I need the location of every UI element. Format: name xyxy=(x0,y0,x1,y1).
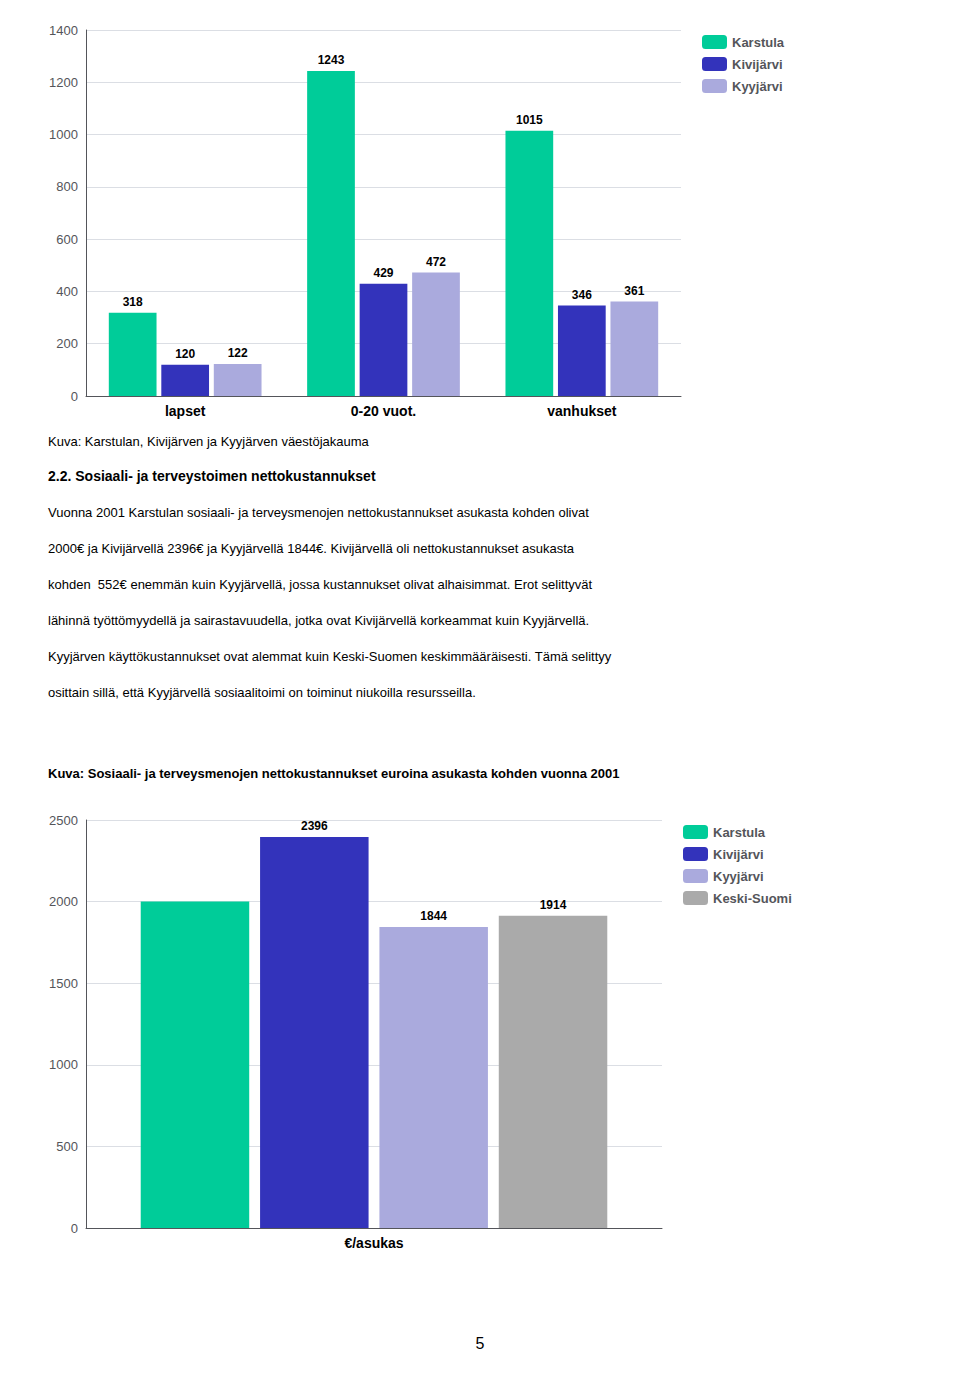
svg-text:472: 472 xyxy=(426,255,446,269)
svg-text:0: 0 xyxy=(71,389,78,404)
svg-text:1000: 1000 xyxy=(49,1057,78,1072)
svg-text:0-20 vuot.: 0-20 vuot. xyxy=(351,403,416,419)
svg-text:2000: 2000 xyxy=(49,894,78,909)
svg-text:0: 0 xyxy=(71,1221,78,1236)
html-text:kohden 552€ enemmän kuin Kyyjä: kohden 552€ enemmän kuin Kyyjärvellä, jo… xyxy=(48,577,593,592)
html-text:2.2. Sosiaali- ja terveystoime: 2.2. Sosiaali- ja terveystoimen nettokus… xyxy=(48,468,376,484)
svg-text:400: 400 xyxy=(56,284,78,299)
svg-text:500: 500 xyxy=(56,1139,78,1154)
svg-text:120: 120 xyxy=(175,347,195,361)
svg-text:429: 429 xyxy=(373,266,393,280)
svg-text:Kyyjärvi: Kyyjärvi xyxy=(713,869,764,884)
svg-text:122: 122 xyxy=(228,346,248,360)
svg-text:Karstula: Karstula xyxy=(713,825,766,840)
html-text:2000€ ja Kivijärvellä 2396€ ja: 2000€ ja Kivijärvellä 2396€ ja Kyyjärvel… xyxy=(48,541,575,556)
svg-text:1000: 1000 xyxy=(49,127,78,142)
svg-text:1015: 1015 xyxy=(516,113,543,127)
svg-text:2396: 2396 xyxy=(301,819,328,833)
html-text:Kuva: Karstulan, Kivijärven ja: Kuva: Karstulan, Kivijärven ja Kyyjärven… xyxy=(48,434,369,449)
svg-text:1400: 1400 xyxy=(49,23,78,38)
svg-text:361: 361 xyxy=(624,284,644,298)
svg-text:lapset: lapset xyxy=(165,403,206,419)
svg-text:1914: 1914 xyxy=(540,898,567,912)
svg-text:Kivijärvi: Kivijärvi xyxy=(732,57,783,72)
svg-text:vanhukset: vanhukset xyxy=(547,403,617,419)
svg-text:€/asukas: €/asukas xyxy=(344,1235,403,1251)
svg-text:318: 318 xyxy=(123,295,143,309)
svg-text:Kivijärvi: Kivijärvi xyxy=(713,847,764,862)
svg-text:600: 600 xyxy=(56,232,78,247)
svg-text:1200: 1200 xyxy=(49,75,78,90)
svg-text:Karstula: Karstula xyxy=(732,35,785,50)
svg-text:Keski-Suomi: Keski-Suomi xyxy=(713,891,792,906)
svg-text:1844: 1844 xyxy=(420,909,447,923)
html-text:Vuonna 2001 Karstulan sosiaali: Vuonna 2001 Karstulan sosiaali- ja terve… xyxy=(48,505,589,520)
html-text:lähinnä työttömyydellä ja sair: lähinnä työttömyydellä ja sairastavuudel… xyxy=(48,613,590,628)
html-text:osittain sillä, että Kyyjärvel: osittain sillä, että Kyyjärvellä sosiaal… xyxy=(48,685,476,700)
html-text:Kuva: Sosiaali- ja terveysmeno: Kuva: Sosiaali- ja terveysmenojen nettok… xyxy=(48,766,620,781)
html-text:Kyyjärven käyttökustannukset o: Kyyjärven käyttökustannukset ovat alemma… xyxy=(48,649,612,664)
svg-text:1243: 1243 xyxy=(318,53,345,67)
svg-text:346: 346 xyxy=(572,288,592,302)
svg-text:200: 200 xyxy=(56,336,78,351)
svg-text:Kyyjärvi: Kyyjärvi xyxy=(732,79,783,94)
svg-text:2500: 2500 xyxy=(49,813,78,828)
html-text:5: 5 xyxy=(475,1335,485,1352)
svg-text:1500: 1500 xyxy=(49,976,78,991)
svg-text:800: 800 xyxy=(56,179,78,194)
